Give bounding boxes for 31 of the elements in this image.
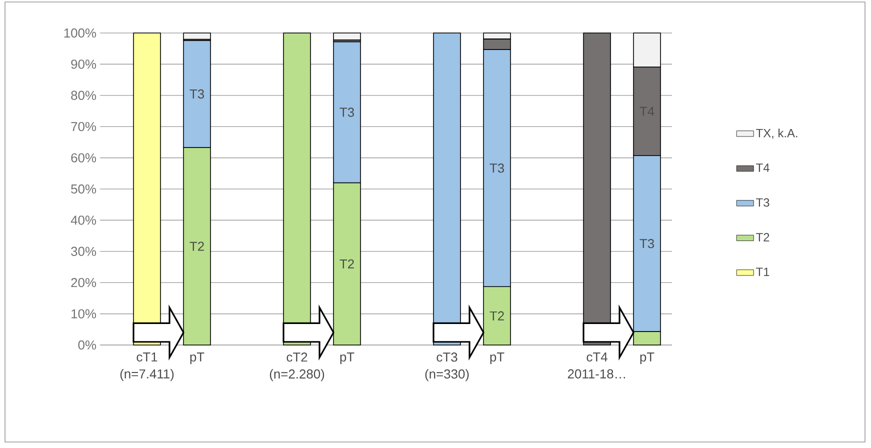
y-tick-label: 90% bbox=[71, 60, 96, 69]
legend-label: T4 bbox=[756, 164, 770, 172]
y-tick-label: 10% bbox=[72, 309, 96, 318]
y-tick-label: 80% bbox=[71, 90, 96, 100]
annotation: T2 bbox=[490, 311, 504, 320]
x-tick-label: pT bbox=[490, 352, 504, 364]
x-tick-label: pT bbox=[190, 352, 204, 364]
annotation: T3 bbox=[490, 164, 504, 173]
annotation: T3 bbox=[340, 108, 354, 117]
x-tick-label: pT bbox=[640, 352, 654, 364]
y-tick-label: 70% bbox=[71, 122, 96, 132]
legend-label: T1 bbox=[756, 268, 770, 276]
annotation: T3 bbox=[640, 239, 654, 248]
legend-label: T2 bbox=[756, 233, 770, 242]
x-tick-label: cT4 2011-18… bbox=[568, 352, 625, 378]
x-tick-label: pT bbox=[340, 352, 354, 364]
annotation: T2 bbox=[190, 242, 204, 251]
y-tick-label: 50% bbox=[71, 184, 96, 194]
y-tick-label: 0% bbox=[78, 340, 96, 350]
y-tick-label: 40% bbox=[70, 216, 96, 225]
x-tick-label: cT2 (n=2.280) bbox=[270, 352, 324, 382]
x-tick-label: cT1 (n=7.411) bbox=[120, 352, 174, 382]
annotation: T2 bbox=[340, 259, 354, 268]
y-tick-label: 100% bbox=[64, 28, 96, 38]
annotation: T3 bbox=[190, 89, 204, 99]
y-tick-label: 60% bbox=[71, 153, 96, 162]
y-tick-label: 20% bbox=[71, 278, 96, 288]
legend-label: TX, k.A. bbox=[756, 128, 798, 139]
legend-label: T3 bbox=[756, 198, 770, 207]
y-tick-label: 30% bbox=[71, 246, 96, 256]
x-tick-label: cT3 (n=330) bbox=[425, 352, 469, 382]
